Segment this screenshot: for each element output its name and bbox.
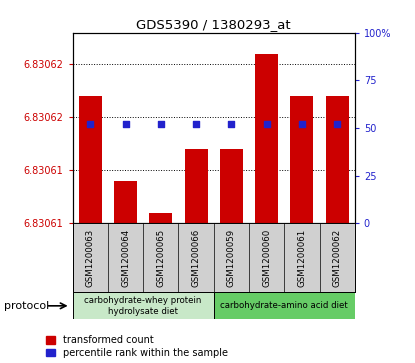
Legend: transformed count, percentile rank within the sample: transformed count, percentile rank withi… (46, 335, 228, 358)
Text: GSM1200063: GSM1200063 (86, 229, 95, 287)
Point (87, 121, 94, 127)
Text: GSM1200064: GSM1200064 (121, 229, 130, 287)
Bar (114, 181, 137, 223)
Text: carbohydrate-amino acid diet: carbohydrate-amino acid diet (220, 301, 348, 310)
Text: GSM1200060: GSM1200060 (262, 229, 271, 287)
Point (157, 121, 164, 127)
Point (264, 121, 270, 127)
Text: protocol: protocol (4, 301, 49, 311)
Point (334, 121, 341, 127)
Bar (214, 292, 355, 319)
Text: GSM1200062: GSM1200062 (333, 229, 342, 287)
Text: GSM1200066: GSM1200066 (192, 229, 200, 287)
Point (122, 121, 129, 127)
Bar (255, 54, 278, 223)
Title: GDS5390 / 1380293_at: GDS5390 / 1380293_at (137, 19, 291, 32)
Text: GSM1200065: GSM1200065 (156, 229, 165, 287)
Bar (79, 96, 102, 223)
Text: GSM1200059: GSM1200059 (227, 229, 236, 287)
Text: carbohydrate-whey protein
hydrolysate diet: carbohydrate-whey protein hydrolysate di… (85, 296, 202, 315)
Point (193, 121, 200, 127)
Bar (220, 149, 243, 223)
Bar (326, 96, 349, 223)
Bar (149, 213, 172, 223)
Bar (290, 96, 313, 223)
Point (228, 121, 235, 127)
Bar (73, 292, 214, 319)
Text: GSM1200061: GSM1200061 (298, 229, 306, 287)
Point (299, 121, 305, 127)
Bar (185, 149, 208, 223)
